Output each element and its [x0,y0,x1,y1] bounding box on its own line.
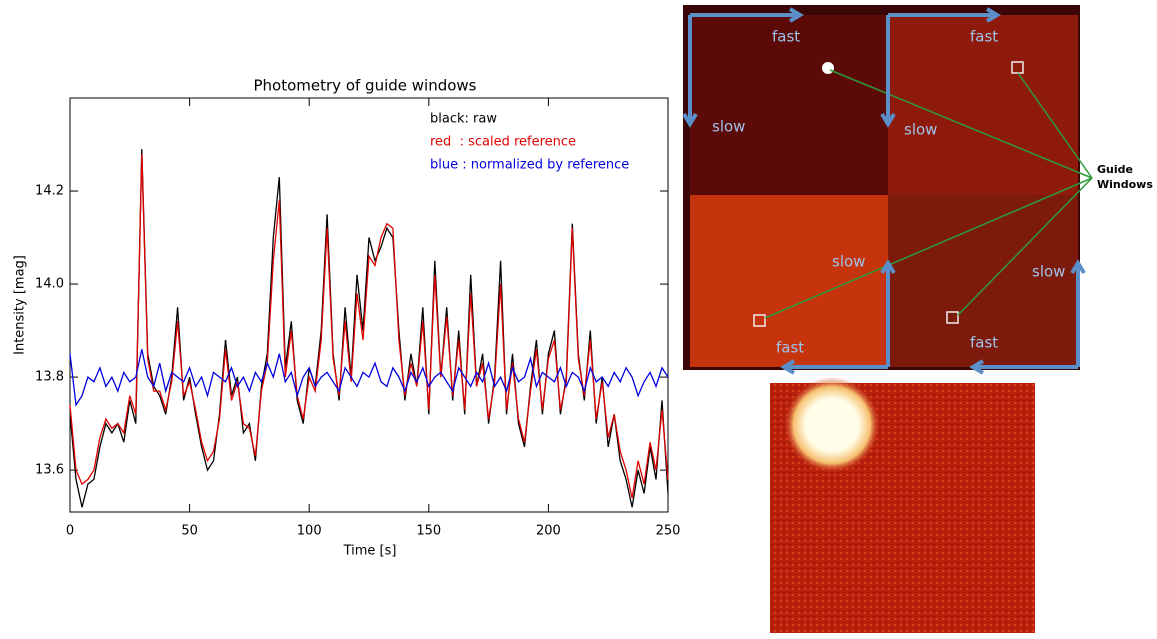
arrow [780,259,896,375]
pointer [1017,72,1093,179]
guide-window [753,314,766,327]
quadrant-label: slow [904,121,937,139]
guide-window [1011,61,1024,74]
x-tick-label: 100 [297,524,322,539]
legend-entry: red : scaled reference [430,135,576,150]
y-tick-label: 13.6 [35,463,64,478]
quadrant-label: fast [970,28,998,46]
star [822,62,834,74]
quadrant [690,15,888,195]
chart-title: Photometry of guide windows [254,77,477,95]
y-axis-label: Intensity [mag] [13,255,28,355]
star-glow [784,377,880,473]
plot-frame [69,97,669,513]
x-tick-label: 150 [416,524,441,539]
series-line [69,153,669,499]
x-tick-label: 50 [181,524,198,539]
series-line [69,349,669,407]
series-line [69,149,669,508]
quadrant-label: fast [970,334,998,352]
x-tick-label: 200 [536,524,561,539]
legend-entry: black: raw [430,112,497,127]
quadrant-label: slow [1032,263,1065,281]
quadrant-label: fast [772,28,800,46]
guide-images [682,5,1093,633]
y-tick-label: 14.2 [35,184,64,199]
guide-window [946,311,959,324]
arrow [682,7,804,128]
arrow [880,7,1001,128]
quadrant [690,195,888,367]
pointer [764,177,1093,319]
y-tick-label: 13.8 [35,370,64,385]
x-tick-label: 250 [656,524,681,539]
quadrant-label: fast [776,339,804,357]
callout-label: Guide [1097,163,1133,176]
x-tick-label: 0 [66,524,74,539]
pointer [957,177,1093,316]
y-tick-label: 14.0 [35,277,64,292]
quadrant-label: slow [832,253,865,271]
x-axis-label: Time [s] [343,544,397,559]
pointer [829,69,1093,179]
arrow [969,259,1086,375]
quadrant-label: slow [712,118,745,136]
quadrant [888,15,1078,195]
legend-entry: blue : normalized by reference [430,158,629,173]
callout-label: Windows [1097,178,1153,191]
